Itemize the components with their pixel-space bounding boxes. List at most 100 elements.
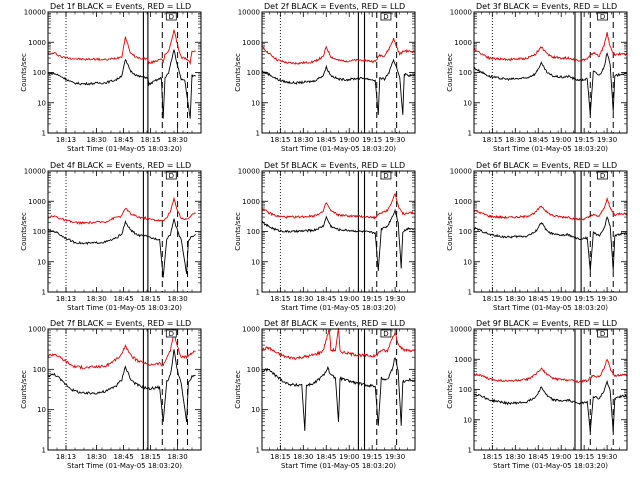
chart-2-ylabel: Counts/sec <box>234 53 242 92</box>
chart-6-marker-label: D <box>600 172 605 180</box>
chart-1-xlabel: Start Time (01-May-05 18:03:20) <box>67 145 182 153</box>
chart-5-marker-box <box>380 171 392 180</box>
chart-2-xtick-label: 18:15 <box>270 136 290 144</box>
chart-5-series-lld <box>261 192 416 220</box>
chart-2-ytick-label: 10 <box>251 99 260 107</box>
chart-4-xtick-label: 18:13 <box>56 295 76 303</box>
chart-8-ytick-label: 10 <box>251 406 260 414</box>
chart-7-xtick-label: 18:15 <box>141 453 161 461</box>
chart-7-marker-label: D <box>169 330 174 338</box>
chart-8-marker-label: D <box>383 330 388 338</box>
chart-3-xtick-label: 18:45 <box>528 136 548 144</box>
chart-5-frame <box>261 170 416 293</box>
chart-4-ytick-label: 100 <box>33 228 46 236</box>
chart-8-xtick-label: 19:15 <box>362 453 382 461</box>
chart-7-ytick-label: 1 <box>42 447 46 455</box>
chart-8-series-events <box>261 356 416 431</box>
chart-1-ylabel: Counts/sec <box>20 53 28 92</box>
chart-5-ytick-label: 10 <box>251 258 260 266</box>
chart-8-xtick-label: 19:00 <box>339 453 359 461</box>
chart-1-xtick-label: 18:30 <box>168 136 188 144</box>
chart-5-panel: Det 5f BLACK = Events, RED = LLD 1 10 100 10… <box>234 161 416 312</box>
chart-9-xtick-label: 19:30 <box>597 453 617 461</box>
chart-7-marker-box <box>165 329 177 338</box>
chart-8-xlabel: Start Time (01-May-05 18:03:20) <box>281 462 396 470</box>
chart-5-ytick-label: 100 <box>247 228 260 236</box>
chart-7-xtick-label: 18:45 <box>114 453 134 461</box>
chart-9-title: Det 9f BLACK = Events, RED = LLD <box>476 319 617 328</box>
chart-9-xtick-label: 19:15 <box>574 453 594 461</box>
chart-1-frame <box>47 11 202 134</box>
chart-6-xtick-label: 18:45 <box>528 295 548 303</box>
chart-1-ytick-label: 100 <box>33 69 46 77</box>
chart-2-xtick-label: 18:45 <box>316 136 336 144</box>
chart-5-xtick-label: 18:15 <box>270 295 290 303</box>
chart-7-xtick-label: 18:13 <box>56 453 76 461</box>
chart-9-ytick-label: 1000 <box>454 356 472 364</box>
chart-7-ytick-label: 1000 <box>28 326 46 334</box>
chart-2-marker-label: D <box>383 13 388 21</box>
chart-7-xlabel: Start Time (01-May-05 18:03:20) <box>67 462 182 470</box>
chart-5-ytick-label: 1000 <box>242 198 260 206</box>
chart-9-series-events <box>473 379 628 432</box>
chart-3-ytick-label: 10000 <box>450 9 472 17</box>
chart-4-ytick-label: 1 <box>42 289 46 297</box>
chart-2-series-events <box>261 58 416 115</box>
chart-8-title: Det 8f BLACK = Events, RED = LLD <box>264 319 405 328</box>
chart-9-marker-box <box>597 329 608 338</box>
chart-8-panel: Det 8f BLACK = Events, RED = LLD 1 10 100 10… <box>234 319 416 470</box>
chart-5-xtick-label: 19:15 <box>362 295 382 303</box>
chart-5-ytick-label: 10000 <box>238 168 260 176</box>
chart-7-panel: Det 7f BLACK = Events, RED = LLD 1 10 100 10… <box>20 319 202 470</box>
chart-1-marker-label: D <box>169 13 174 21</box>
chart-6-xtick-label: 18:30 <box>505 295 525 303</box>
chart-9-series-lld <box>473 358 628 384</box>
chart-3-xtick-label: 19:30 <box>597 136 617 144</box>
chart-4-frame <box>47 170 202 293</box>
chart-3-ytick-label: 10 <box>463 99 472 107</box>
chart-8-ytick-label: 1000 <box>242 326 260 334</box>
chart-3-series-lld <box>473 32 628 62</box>
chart-6-title: Det 6f BLACK = Events, RED = LLD <box>476 161 617 170</box>
chart-4-xtick-label: 18:45 <box>114 295 134 303</box>
chart-6-series-events <box>473 216 628 271</box>
chart-1-ytick-label: 10000 <box>24 9 46 17</box>
chart-5-xtick-label: 18:45 <box>316 295 336 303</box>
chart-2-panel: Det 2f BLACK = Events, RED = LLD 1 10 100 10… <box>234 2 416 153</box>
chart-6-xtick-label: 19:30 <box>597 295 617 303</box>
chart-4-ytick-label: 10 <box>37 258 46 266</box>
chart-2-ytick-label: 1000 <box>242 39 260 47</box>
chart-6-panel: Det 6f BLACK = Events, RED = LLD 1 10 100 10… <box>446 161 628 312</box>
chart-7-xtick-label: 18:30 <box>87 453 107 461</box>
chart-3-ytick-label: 1000 <box>454 39 472 47</box>
chart-3-xtick-label: 19:00 <box>551 136 571 144</box>
chart-1-ytick-label: 10 <box>37 99 46 107</box>
chart-9-xtick-label: 18:45 <box>528 453 548 461</box>
chart-4-title: Det 4f BLACK = Events, RED = LLD <box>50 161 191 170</box>
chart-4-ytick-label: 10000 <box>24 168 46 176</box>
chart-4-series-lld <box>47 196 196 225</box>
chart-6-ytick-label: 100 <box>459 228 472 236</box>
chart-9-panel: Det 9f BLACK = Events, RED = LLD 1 10 100 10… <box>446 319 628 470</box>
chart-4-ytick-label: 1000 <box>28 198 46 206</box>
chart-1-series-lld <box>47 29 196 66</box>
chart-2-ytick-label: 10000 <box>238 9 260 17</box>
chart-9-xtick-label: 19:00 <box>551 453 571 461</box>
chart-6-ytick-label: 1 <box>468 289 472 297</box>
chart-8-xtick-label: 18:30 <box>293 453 313 461</box>
chart-6-frame <box>473 170 628 293</box>
chart-2-xtick-label: 19:00 <box>339 136 359 144</box>
chart-3-xtick-label: 19:15 <box>574 136 594 144</box>
chart-7-ylabel: Counts/sec <box>20 370 28 409</box>
chart-9-ytick-label: 100 <box>459 386 472 394</box>
chart-8-xtick-label: 19:30 <box>385 453 405 461</box>
chart-4-xtick-label: 18:30 <box>87 295 107 303</box>
chart-2-xtick-label: 19:15 <box>362 136 382 144</box>
chart-2-marker-box <box>380 12 392 21</box>
chart-6-ytick-label: 10 <box>463 258 472 266</box>
chart-3-panel: Det 3f BLACK = Events, RED = LLD 1 10 100 10… <box>446 2 628 153</box>
chart-9-marker-label: D <box>600 330 605 338</box>
chart-7-title: Det 7f BLACK = Events, RED = LLD <box>50 319 191 328</box>
chart-3-title: Det 3f BLACK = Events, RED = LLD <box>476 2 617 11</box>
chart-3-ylabel: Counts/sec <box>446 53 454 92</box>
